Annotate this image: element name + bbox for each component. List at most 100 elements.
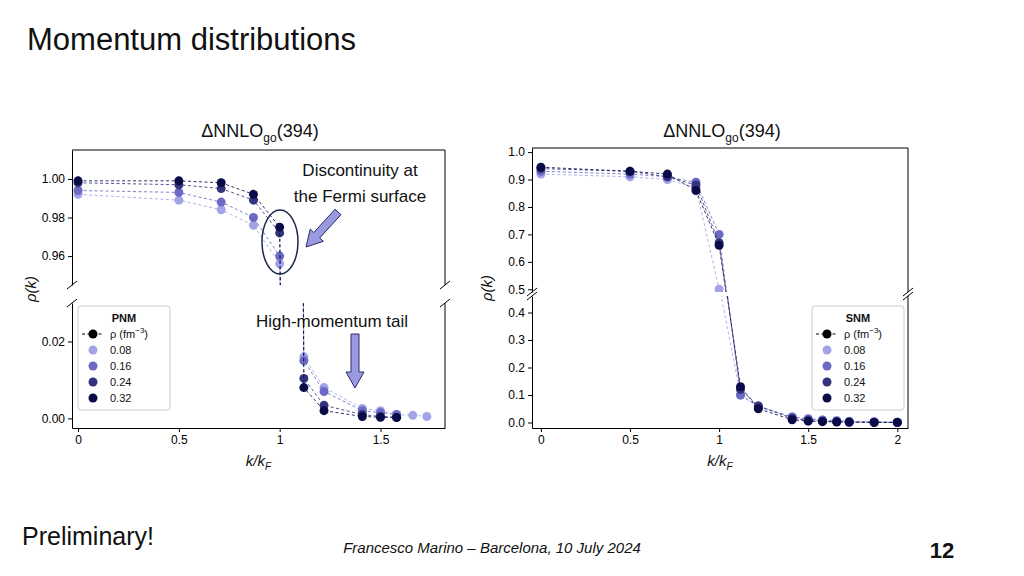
y-axis: 0.50.60.70.80.91.0 (508, 145, 532, 296)
break-mark (903, 288, 913, 296)
data-point (870, 418, 879, 427)
tick-mark (528, 395, 532, 396)
annotation-text: Discontinuity at (302, 161, 418, 180)
data-point (376, 413, 385, 422)
tick-label: 0.9 (508, 173, 525, 187)
tick-mark (541, 428, 542, 432)
point-group (174, 196, 183, 205)
tick-mark (528, 152, 532, 153)
point-group (392, 413, 401, 422)
annotation-ellipse (262, 210, 298, 274)
data-point (422, 412, 431, 421)
legend-label: 0.08 (844, 344, 865, 356)
point-group (626, 167, 635, 176)
legend-label: 0.08 (110, 344, 131, 356)
point-group (893, 418, 902, 427)
point-group (845, 417, 854, 426)
series-line (541, 169, 897, 292)
tick-mark (380, 428, 381, 432)
data-point (217, 205, 226, 214)
title-part: ΔNNLO (201, 121, 263, 141)
page-number: 12 (930, 538, 954, 563)
legend-header-part: ρ (fm (844, 328, 869, 340)
break-mark (903, 292, 913, 300)
slide: Momentum distributionsPreliminary!France… (0, 0, 1024, 576)
point-group (536, 163, 545, 172)
tick-label: 0.5 (508, 283, 525, 297)
series-line-group (541, 174, 897, 292)
legend-marker (823, 394, 832, 403)
data-point (174, 196, 183, 205)
tick-label: 1.00 (42, 172, 66, 186)
series-line-group (541, 167, 897, 292)
tick-mark (630, 428, 631, 432)
point-group (217, 198, 226, 207)
frame-right (445, 303, 446, 428)
legend-header: ρ (fm−3) (110, 326, 148, 340)
frame-right (445, 150, 446, 285)
data-point (217, 178, 226, 187)
legend-marker (89, 394, 98, 403)
tick: 1.5 (373, 428, 390, 447)
data-point (408, 411, 417, 420)
point-group (870, 418, 879, 427)
tick-label: 0.0 (508, 416, 525, 430)
tick: 0.0 (508, 416, 532, 430)
tick-label: 0.00 (42, 412, 66, 426)
annotation-arrow (306, 209, 341, 247)
legend-label: 0.32 (110, 392, 131, 404)
tick: 2 (894, 428, 901, 447)
tick-label: 1.5 (800, 433, 817, 447)
tick-mark (179, 428, 180, 432)
tick-mark (68, 418, 72, 419)
legend-header-part: ρ (fm (110, 328, 135, 340)
tick-label: 0.7 (508, 228, 525, 242)
legend-label: 0.24 (844, 376, 865, 388)
point-group (832, 417, 841, 426)
data-point (249, 221, 258, 230)
data-point (818, 417, 827, 426)
tick-mark (68, 341, 72, 342)
point-group (804, 417, 813, 426)
legend-marker (823, 346, 832, 355)
tick: 0.00 (42, 412, 72, 426)
data-point (804, 416, 813, 425)
tick-label: 1 (716, 433, 723, 447)
data-point (832, 417, 841, 426)
point-group (392, 413, 401, 422)
annotation-arrow (346, 334, 364, 388)
y-axis-label: ρ(k) (22, 276, 39, 303)
tick-mark (897, 428, 898, 432)
data-point (74, 186, 83, 195)
tick-label: 0.5 (171, 433, 188, 447)
tick-label: 2 (894, 433, 901, 447)
point-group (217, 178, 226, 187)
point-group (275, 223, 284, 232)
tick-label: 0.8 (508, 200, 525, 214)
title-part: (394) (277, 121, 319, 141)
tick-mark (719, 428, 720, 432)
legend-label: 0.32 (844, 392, 865, 404)
tick: 0 (538, 428, 545, 447)
y-axis: 0.000.02 (42, 304, 73, 429)
legend-header-part: ) (878, 328, 882, 340)
tick-label: 1.0 (508, 145, 525, 159)
legend-label: 0.24 (110, 376, 131, 388)
tick-mark (528, 423, 532, 424)
point-group (320, 387, 329, 396)
data-point (174, 188, 183, 197)
frame-right (908, 148, 909, 292)
tick: 0.8 (508, 200, 532, 214)
annotation-text: High-momentum tail (256, 312, 408, 331)
series-line (78, 194, 427, 285)
tick: 0.9 (508, 173, 532, 187)
point-group (249, 221, 258, 230)
data-point (832, 417, 841, 426)
axis-line (532, 149, 533, 293)
tick: 0.1 (508, 388, 532, 402)
data-point (275, 223, 284, 232)
data-point (392, 413, 401, 422)
series-line (541, 171, 897, 292)
annotation-text: the Fermi surface (294, 187, 426, 206)
x-label-subscript: F (265, 461, 272, 472)
